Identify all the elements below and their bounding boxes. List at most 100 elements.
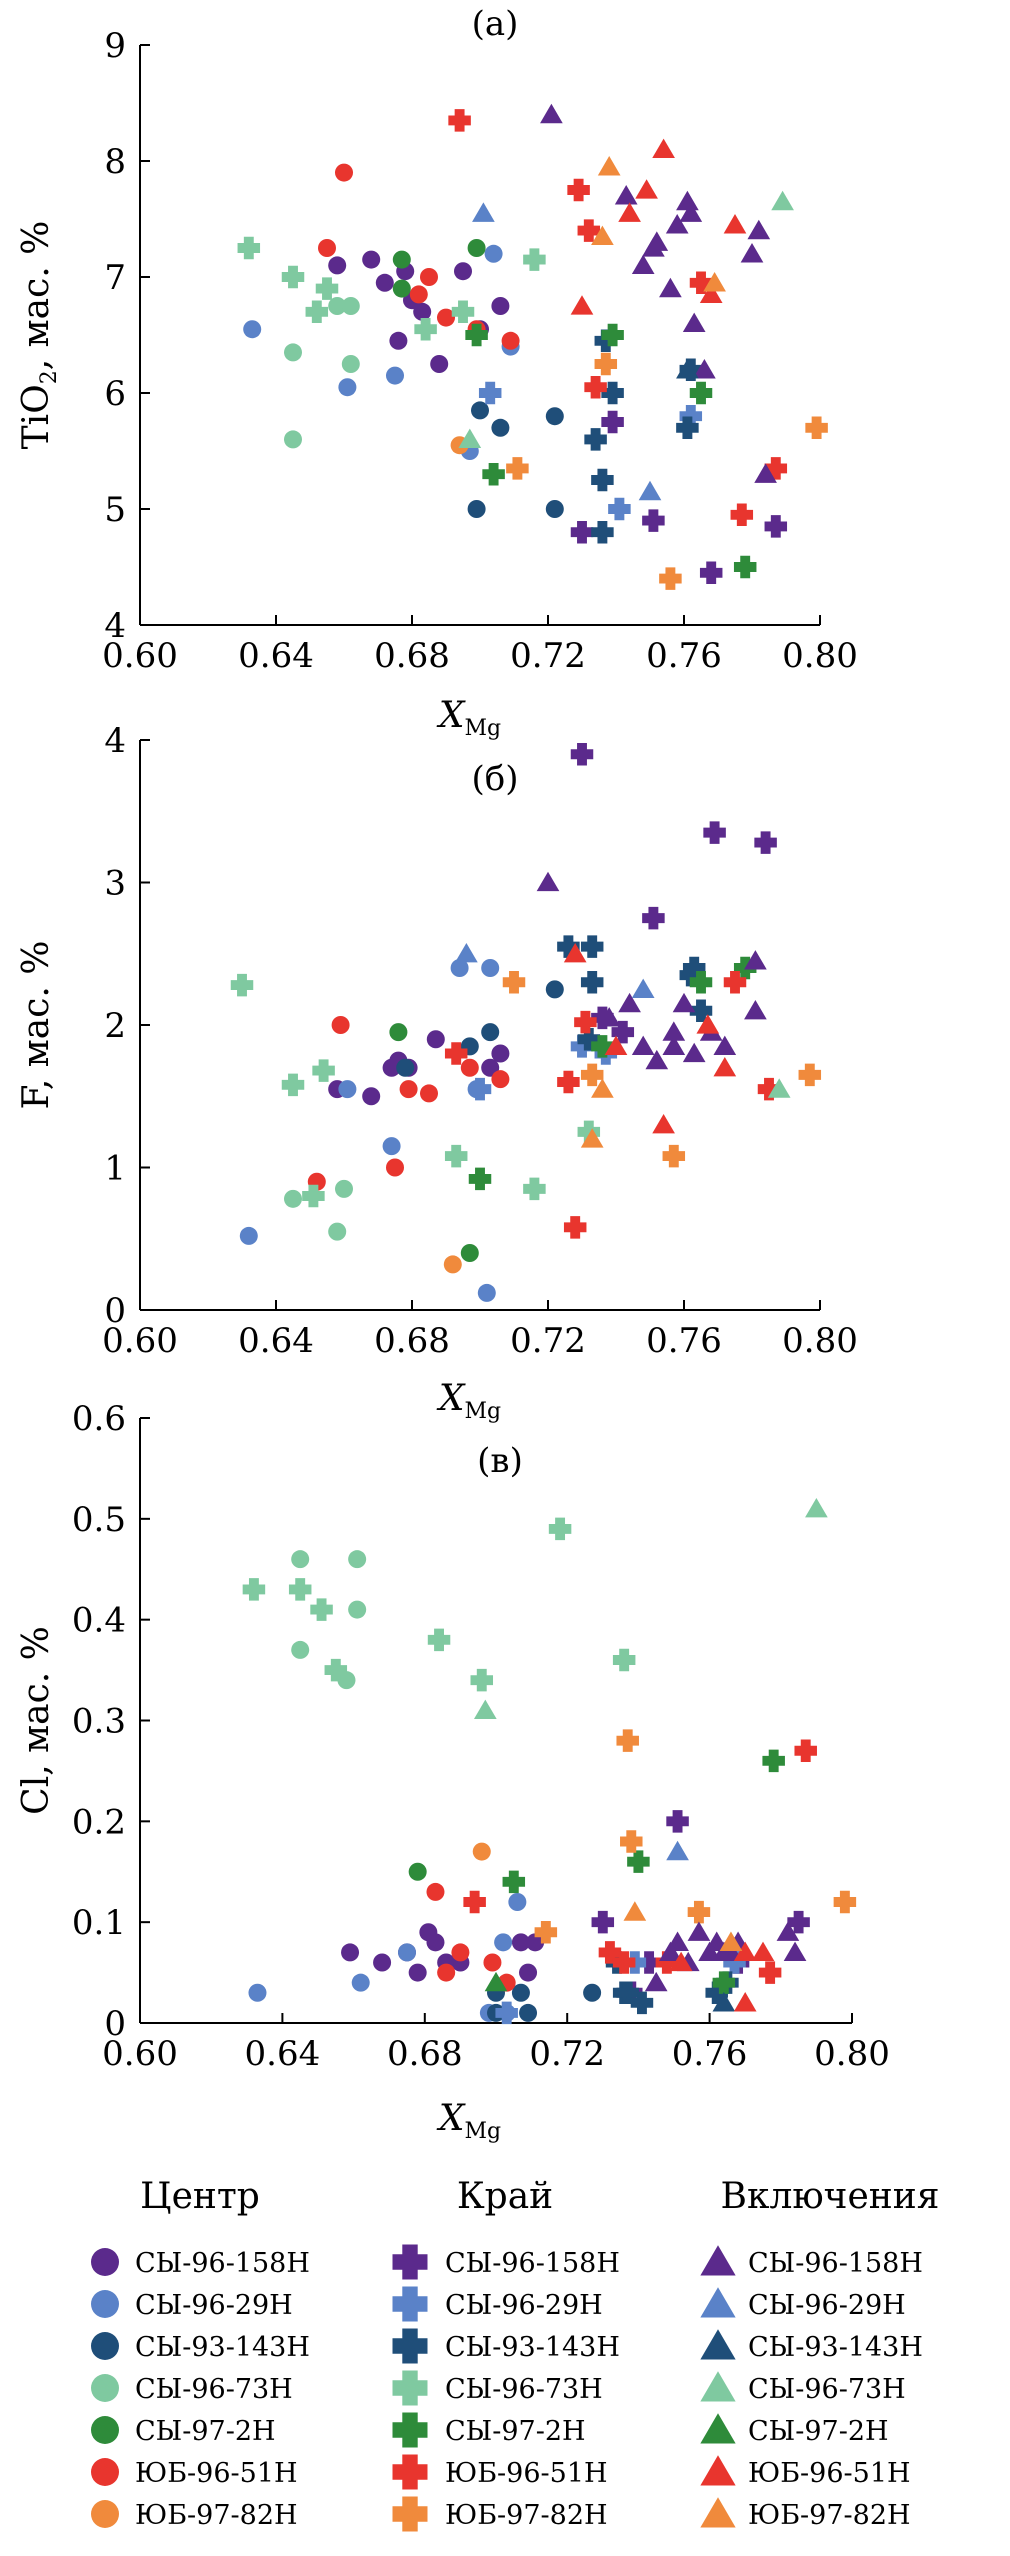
panel-1-point-incl [472,202,495,222]
panel-2-point-center [477,1283,496,1302]
legend-marker-edge [392,2496,428,2532]
panel-1-point-incl [458,428,482,449]
panel-2-point-edge [689,999,713,1022]
panel-1-point-edge [577,219,601,242]
panel-1-x-tick-label: 0.72 [510,636,586,676]
panel-3-point-edge [288,1578,312,1601]
panel-2-point-edge [468,1167,492,1191]
panel-1-point-center [318,239,336,257]
panel-1-point-incl [638,480,662,501]
panel-3-point-center [494,1933,513,1952]
panel-3-y-tick-label: 0.2 [72,1802,126,1842]
panel-3-point-center [426,1933,445,1952]
panel-3-point-center [437,1963,456,1982]
legend-marker-incl [700,2287,736,2318]
panel-2-y-label: F, мас. % [16,941,57,1110]
panel-1-point-center [375,273,394,292]
panel-1-point-center [437,308,455,327]
panel-2-y-tick-label: 3 [104,864,126,904]
panel-1-y-tick-label: 4 [104,606,126,646]
panel-3-point-incl [719,1931,743,1951]
panel-3-y-tick-label: 0.1 [72,1903,126,1943]
panel-2-x-label: XMg [436,1378,501,1424]
panel-3-x-tick-label: 0.80 [814,2034,890,2074]
panel-1-point-edge [601,410,624,434]
panel-1-point-incl [635,179,658,199]
panel-3-point-incl [783,1941,807,1962]
panel-1-point-edge [451,300,475,324]
legend-item-label: ЮБ-97-82Н [135,2500,298,2531]
panel-1-point-edge [733,555,757,579]
panel-1-point-center [328,256,347,275]
panel-1-point-incl [679,202,703,222]
legend-item-label: ЮБ-96-51Н [445,2458,608,2489]
panel-3-point-incl [687,1921,711,1941]
panel-3-point-center [337,1671,356,1690]
legend-item-label: ЮБ-96-51Н [135,2458,298,2489]
legend-marker-incl [700,2329,736,2360]
panel-3-point-incl [751,1941,775,1962]
panel-1-point-incl [540,103,563,124]
panel-2-point-edge [502,971,526,994]
panel-2-point-center [239,1226,258,1245]
panel-2-point-edge [230,973,254,997]
panel-1-point-edge [591,468,614,492]
panel-2-point-edge [689,971,713,994]
panel-1-point-incl [740,243,764,263]
panel-1-point-edge [730,503,754,527]
panel-3: 0.60 0.64 0.68 0.72 0.76 0.80 0 0.1 0.2 0.3 0.4 0.5… [16,1399,890,2144]
panel-2-point-edge [580,1063,604,1087]
panel-2-point-edge [591,1035,614,1058]
panel-3-point-center [426,1882,445,1901]
panel-1-y-tick-label: 7 [104,258,126,298]
panel-3-point-center [248,1983,267,2002]
panel-2-point-edge [798,1063,822,1087]
panel-2-point-incl [591,1078,614,1098]
panel-3-point-edge [310,1598,333,1621]
legend-item-label: СЫ-96-29Н [748,2290,906,2321]
panel-3-point-edge [502,1870,526,1894]
panel-1-point-incl [652,138,675,159]
panel-3-point-edge [762,1749,785,1773]
panel-3-point-center [511,1983,530,2002]
panel-1-point-center [243,320,262,339]
panel-2-y-tick-label: 2 [104,1006,126,1046]
legend-item-label: ЮБ-96-51Н [748,2458,911,2489]
legend-marker-center [91,2332,119,2360]
panel-3-point-edge [637,1951,661,1974]
panel-3-point-center [373,1953,392,1972]
panel-1-point-center [392,279,411,298]
panel-2-x-tick-label: 0.60 [102,1321,178,1361]
panel-2-point-edge [703,821,726,844]
panel-3-point-edge [612,1951,636,1974]
panel-1-point-edge [594,352,618,376]
panel-3-point-incl [473,1699,497,1720]
legend-marker-edge [392,2328,428,2364]
panel-2-point-center [481,1023,500,1042]
panel-2-point-incl [631,978,655,999]
panel-1-point-incl [747,219,771,240]
panel-3-point-edge [616,1981,639,2004]
panel-3-point-center [511,1933,530,1952]
panel-1-point-incl [771,190,794,211]
panel-3-point-incl [666,1931,689,1951]
panel-1-y-tick-label: 9 [104,26,126,66]
panel-3-point-edge [712,1971,736,1994]
panel-3-x-label: XMg [436,2098,501,2144]
panel-1-point-center [467,500,486,518]
panel-1-point-center [362,250,381,269]
panel-2-point-center [443,1255,462,1274]
panel-3-point-center [519,1963,538,1982]
legend-marker-center [91,2416,119,2444]
panel-1-point-incl [591,225,614,246]
panel-2-point-incl [604,1035,628,1056]
legend-header-edge: Край [457,2176,553,2217]
legend-item-label: СЫ-96-73Н [135,2374,293,2405]
panel-2-point-edge [570,743,594,766]
panel-2-point-edge [557,935,580,958]
panel-1-point-center [386,366,404,385]
panel-3-point-edge [598,1941,622,1964]
panel-3-point-incl [733,1992,757,2012]
panel-1-point-edge [676,416,699,440]
